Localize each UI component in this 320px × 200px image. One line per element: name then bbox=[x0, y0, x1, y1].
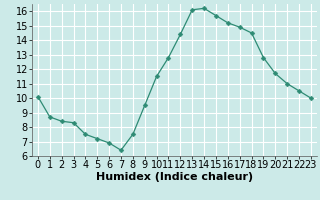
X-axis label: Humidex (Indice chaleur): Humidex (Indice chaleur) bbox=[96, 172, 253, 182]
